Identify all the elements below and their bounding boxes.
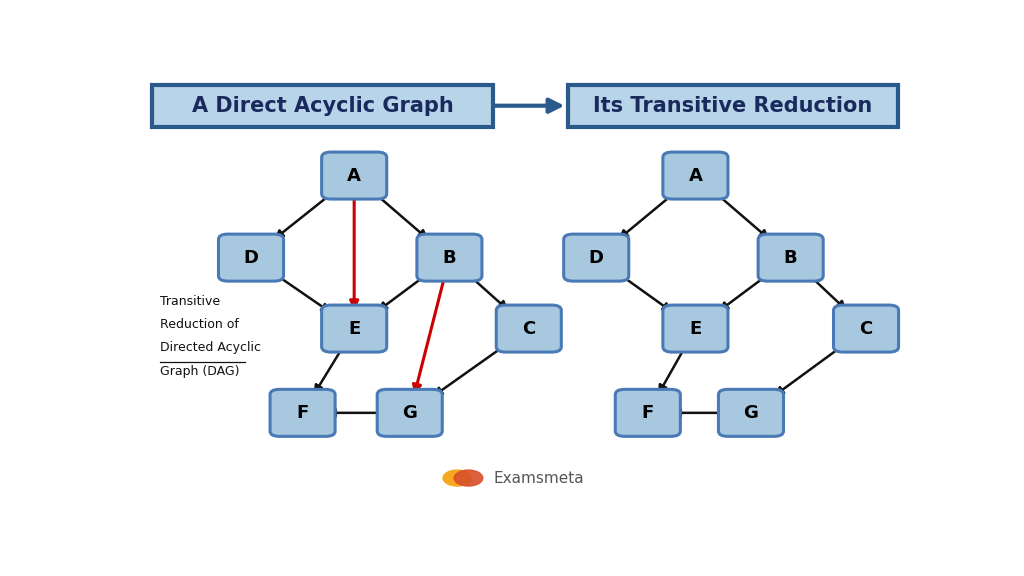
FancyBboxPatch shape [322,152,387,199]
Text: Reduction of: Reduction of [160,319,239,331]
FancyBboxPatch shape [615,389,680,437]
FancyBboxPatch shape [568,85,898,127]
Text: Graph (DAG): Graph (DAG) [160,365,240,377]
Text: F: F [642,404,654,422]
FancyBboxPatch shape [719,389,783,437]
Text: C: C [859,320,872,338]
FancyBboxPatch shape [563,234,629,281]
Text: C: C [522,320,536,338]
Text: E: E [348,320,360,338]
Text: F: F [297,404,308,422]
Text: Transitive: Transitive [160,295,220,308]
Text: D: D [589,249,604,267]
FancyBboxPatch shape [322,305,387,352]
FancyBboxPatch shape [834,305,899,352]
Circle shape [455,470,482,486]
Text: Directed Acyclic: Directed Acyclic [160,342,261,354]
Text: G: G [402,404,417,422]
Text: B: B [442,249,457,267]
FancyBboxPatch shape [663,305,728,352]
Text: E: E [689,320,701,338]
Circle shape [443,470,472,486]
FancyBboxPatch shape [377,389,442,437]
Text: A: A [688,166,702,184]
FancyBboxPatch shape [270,389,335,437]
Text: B: B [783,249,798,267]
Text: Its Transitive Reduction: Its Transitive Reduction [594,96,872,116]
FancyBboxPatch shape [758,234,823,281]
FancyBboxPatch shape [417,234,482,281]
Text: A Direct Acyclic Graph: A Direct Acyclic Graph [191,96,454,116]
FancyBboxPatch shape [218,234,284,281]
Text: G: G [743,404,759,422]
FancyBboxPatch shape [497,305,561,352]
FancyBboxPatch shape [663,152,728,199]
Text: D: D [244,249,258,267]
Text: A: A [347,166,361,184]
Text: Examsmeta: Examsmeta [494,471,584,486]
FancyBboxPatch shape [152,85,494,127]
